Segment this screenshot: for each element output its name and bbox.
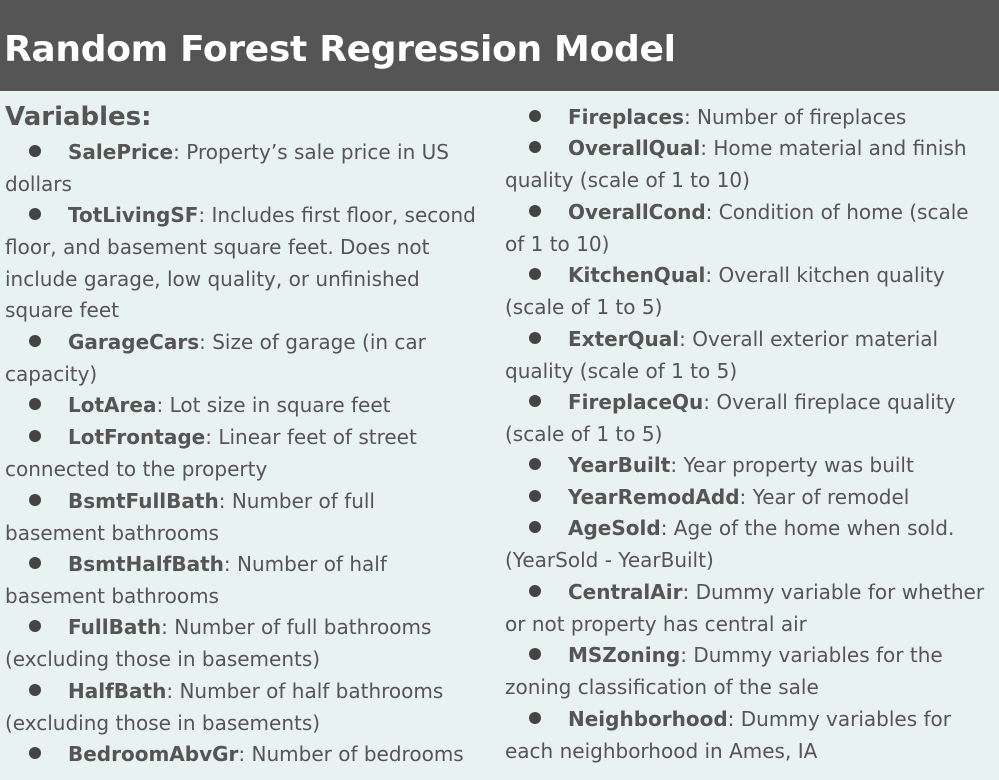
variable-item-fireplaces: Fireplaces: Number of fireplaces (505, 102, 991, 134)
bullet-icon (529, 521, 541, 533)
bullet-icon (529, 648, 541, 660)
variable-name: FullBath (68, 615, 162, 639)
bullet-icon (529, 395, 541, 407)
variable-item-exterqual: ExterQual: Overall exterior material qua… (505, 327, 939, 383)
variable-description: Year property was built (683, 453, 914, 477)
variable-name: ExterQual (568, 327, 680, 351)
variable-name: AgeSold (568, 516, 661, 540)
variable-description: Number of half bathrooms (excluding thos… (5, 679, 444, 735)
bullet-icon (529, 458, 541, 470)
variable-description: Lot size in square feet (169, 393, 391, 417)
bullet-icon (29, 335, 41, 347)
variable-item-garagecars: GarageCars: Size of garage (in car capac… (5, 330, 426, 386)
header-bar: Random Forest Regression Model (0, 0, 999, 91)
variable-item-mszoning: MSZoning: Dummy variables for the zoning… (505, 643, 943, 699)
variable-name: BsmtFullBath (68, 489, 219, 513)
variable-name: SalePrice (68, 140, 174, 164)
page-title: Random Forest Regression Model (4, 29, 676, 70)
variable-item-yearremodadd: YearRemodAdd: Year of remodel (505, 482, 991, 514)
variable-name: YearBuilt (568, 453, 671, 477)
bullet-icon (29, 494, 41, 506)
variable-name: FireplaceQu (568, 390, 704, 414)
variable-name: CentralAir (568, 580, 683, 604)
variable-description: Condition of home (scale of 1 to 10) (505, 200, 969, 256)
bullet-icon (529, 712, 541, 724)
variable-description: Dummy variables for the zoning classific… (505, 643, 943, 699)
variable-name: LotArea (68, 393, 157, 417)
variable-description: Linear feet of street connected to the p… (5, 425, 417, 481)
variable-description: Number of full basement bathrooms (5, 489, 375, 545)
variable-name: MSZoning (568, 643, 681, 667)
variable-name: HalfBath (68, 679, 167, 703)
bullet-icon (529, 205, 541, 217)
bullet-icon (529, 141, 541, 153)
variable-item-halfbath: HalfBath: Number of half bathrooms (excl… (5, 679, 444, 735)
variable-name: YearRemodAdd (568, 485, 740, 509)
variable-name: BsmtHalfBath (68, 552, 224, 576)
variable-description: Number of bedrooms (251, 742, 464, 766)
variable-description: Number of half basement bathrooms (5, 552, 387, 608)
variable-item-lotarea: LotArea: Lot size in square feet (5, 390, 477, 422)
variable-item-centralair: CentralAir: Dummy variable for whether o… (505, 580, 985, 636)
variable-description: Home material and finish quality (scale … (505, 136, 967, 192)
bullet-icon (29, 145, 41, 157)
variable-item-lotfrontage: LotFrontage: Linear feet of street conne… (5, 425, 417, 481)
variable-name: OverallCond (568, 200, 706, 224)
variable-description: Overall fireplace quality (scale of 1 to… (505, 390, 956, 446)
variable-item-overallcond: OverallCond: Condition of home (scale of… (505, 200, 969, 256)
bullet-icon (29, 684, 41, 696)
bullet-icon (29, 620, 41, 632)
bullet-icon (29, 398, 41, 410)
variable-description: Number of full bathrooms (excluding thos… (5, 615, 432, 671)
variable-name: BedroomAbvGr (68, 742, 239, 766)
variable-name: Neighborhood (568, 707, 728, 731)
variable-item-neighborhood: Neighborhood: Dummy variables for each n… (505, 707, 951, 763)
variable-name: GarageCars (68, 330, 200, 354)
variable-description: Age of the home when sold. (YearSold - Y… (505, 516, 955, 572)
variable-description: Dummy variable for whether or not proper… (505, 580, 985, 636)
variable-name: KitchenQual (568, 263, 706, 287)
variable-description: Includes first floor, second floor, and … (5, 203, 476, 323)
variable-item-fullbath: FullBath: Number of full bathrooms (excl… (5, 615, 432, 671)
content-area: Variables: SalePrice: Property’s sale pr… (0, 91, 999, 780)
variable-item-kitchenqual: KitchenQual: Overall kitchen quality (sc… (505, 263, 945, 319)
variable-description: Overall kitchen quality (scale of 1 to 5… (505, 263, 945, 319)
bullet-icon (529, 585, 541, 597)
variable-description: Number of fireplaces (697, 105, 907, 129)
variable-item-agesold: AgeSold: Age of the home when sold. (Yea… (505, 516, 955, 572)
variable-item-bsmthalfbath: BsmtHalfBath: Number of half basement ba… (5, 552, 387, 608)
bullet-icon (29, 430, 41, 442)
variable-name: OverallQual (568, 136, 701, 160)
variable-description: Size of garage (in car capacity) (5, 330, 426, 386)
variable-description: Year of remodel (752, 485, 910, 509)
variable-item-bedroomabvgr: BedroomAbvGr: Number of bedrooms (5, 739, 477, 771)
variable-item-yearbuilt: YearBuilt: Year property was built (505, 450, 991, 482)
variable-item-totlivingsf: TotLivingSF: Includes first floor, secon… (5, 203, 476, 323)
variable-item-saleprice: SalePrice: Property’s sale price in US d… (5, 140, 449, 196)
variable-item-bsmtfullbath: BsmtFullBath: Number of full basement ba… (5, 489, 375, 545)
variable-description: Overall exterior material quality (scale… (505, 327, 939, 383)
bullet-icon (529, 332, 541, 344)
bullet-icon (29, 557, 41, 569)
bullet-icon (529, 268, 541, 280)
section-heading: Variables: (5, 102, 152, 132)
variable-name: TotLivingSF (68, 203, 199, 227)
variable-item-overallqual: OverallQual: Home material and finish qu… (505, 136, 967, 192)
variable-item-fireplacequ: FireplaceQu: Overall fireplace quality (… (505, 390, 956, 446)
variable-description: Dummy variables for each neighborhood in… (505, 707, 951, 763)
bullet-icon (29, 208, 41, 220)
bullet-icon (29, 747, 41, 759)
bullet-icon (529, 110, 541, 122)
variable-name: Fireplaces (568, 105, 684, 129)
variable-name: LotFrontage (68, 425, 206, 449)
variable-description: Property’s sale price in US dollars (5, 140, 449, 196)
bullet-icon (529, 490, 541, 502)
